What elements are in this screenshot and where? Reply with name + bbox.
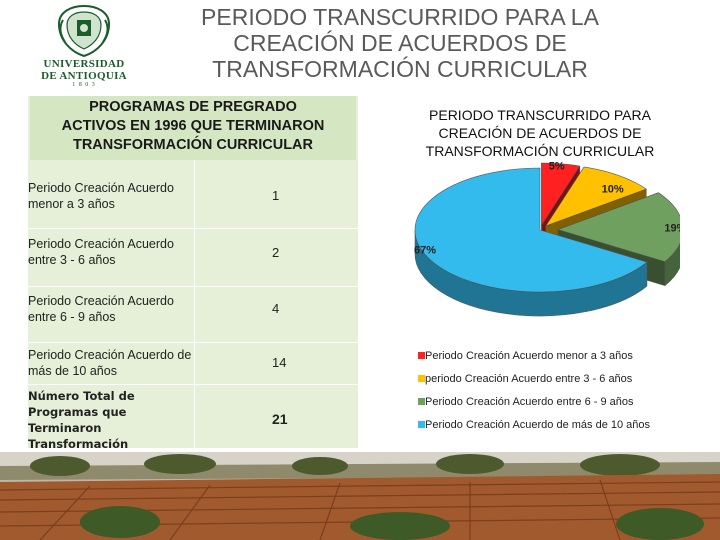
pie-data-label: 5% <box>549 160 565 172</box>
chart-title: PERIODO TRANSCURRIDO PARA CREACIÓN DE AC… <box>398 106 682 160</box>
logo-line-1: UNIVERSIDAD <box>43 58 125 70</box>
table-row: Periodo Creación Acuerdo entre 3 - 6 año… <box>28 228 358 287</box>
legend-label: Periodo Creación Acuerdo entre 6 - 9 año… <box>425 396 634 408</box>
table-row: Periodo Creación Acuerdo de más de 10 añ… <box>28 342 358 385</box>
logo-line-2: DE ANTIOQUIA <box>41 70 127 82</box>
legend-label: Periodo Creación Acuerdo menor a 3 años <box>425 350 633 362</box>
legend-label: periodo Creación Acuerdo entre 3 - 6 año… <box>425 373 633 385</box>
chart-title-line-1: PERIODO TRANSCURRIDO PARA <box>429 107 651 123</box>
legend-swatch <box>418 375 425 382</box>
row-label: Periodo Creación Acuerdo entre 3 - 6 año… <box>28 237 174 267</box>
row-value: 4 <box>272 301 280 316</box>
chart-title-line-2: CREACIÓN DE ACUERDOS DE <box>438 125 642 141</box>
pie-slice <box>545 166 647 227</box>
table-row: Periodo Creación Acuerdo entre 6 - 9 año… <box>28 286 358 343</box>
campus-photo-image <box>0 452 720 540</box>
pie-slice <box>414 167 648 293</box>
pie-slice <box>557 192 680 263</box>
row-value: 2 <box>272 245 280 260</box>
row-label: Periodo Creación Acuerdo entre 6 - 9 año… <box>28 294 174 324</box>
university-seal-icon <box>57 4 111 58</box>
table-row: Periodo Creación Acuerdo menor a 3 años … <box>28 172 358 228</box>
total-value: 21 <box>272 411 288 427</box>
page-title-line-1: PERIODO TRANSCURRIDO PARA LA <box>201 4 599 30</box>
legend-swatch <box>418 352 425 359</box>
table-total-row: Número Total de Programas que Terminaron… <box>28 384 358 467</box>
pie-data-label: 67% <box>414 245 436 257</box>
table-column-divider <box>194 160 195 448</box>
table-header-line-1: PROGRAMAS DE PREGRADO <box>89 99 297 115</box>
legend-label: Periodo Creación Acuerdo de más de 10 añ… <box>425 419 651 431</box>
row-label: Periodo Creación Acuerdo de más de 10 añ… <box>28 348 192 378</box>
row-value: 14 <box>272 355 287 370</box>
pie-data-label: 19% <box>664 222 680 234</box>
page-title-line-3: TRANSFORMACIÓN CURRICULAR <box>212 56 588 82</box>
pie-slice <box>541 162 581 227</box>
pie-data-label: 10% <box>602 184 624 196</box>
table-header-line-2: ACTIVOS EN 1996 QUE TERMINARON <box>61 118 325 134</box>
logo-line-3: 1 8 0 3 <box>72 82 96 88</box>
legend-swatch <box>418 421 425 428</box>
table-header: PROGRAMAS DE PREGRADO ACTIVOS EN 1996 QU… <box>30 96 356 160</box>
university-logo: UNIVERSIDAD DE ANTIOQUIA 1 8 0 3 <box>24 4 144 90</box>
page-title-line-2: CREACIÓN DE ACUERDOS DE <box>233 30 567 56</box>
chart-title-line-3: TRANSFORMACIÓN CURRICULAR <box>425 143 655 159</box>
page-title: PERIODO TRANSCURRIDO PARA LA CREACIÓN DE… <box>120 4 680 82</box>
row-value: 1 <box>272 188 280 203</box>
row-label: Periodo Creación Acuerdo menor a 3 años <box>28 181 174 211</box>
legend-swatch <box>418 398 425 405</box>
pie-chart: 5% 10% 19% 67% <box>414 160 680 317</box>
campus-photo <box>0 452 720 540</box>
table-header-line-3: TRANSFORMACIÓN CURRICULAR <box>72 137 314 153</box>
